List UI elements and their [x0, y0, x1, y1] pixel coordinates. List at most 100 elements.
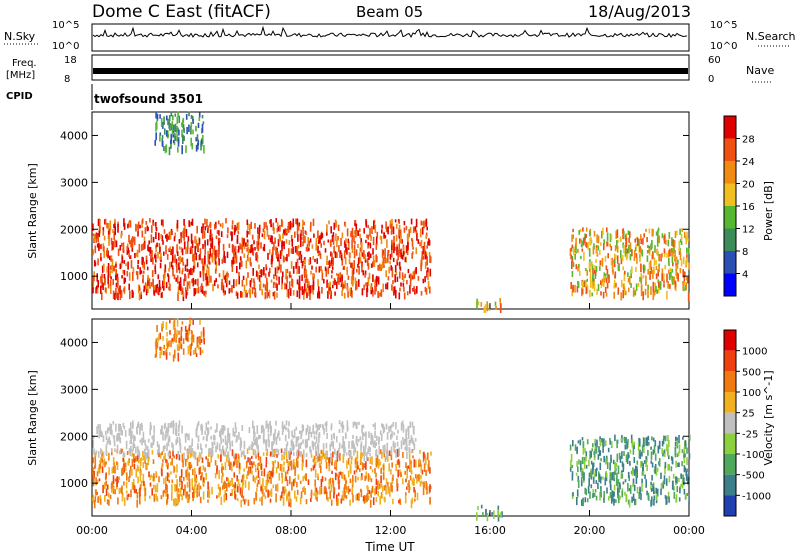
colorbar-step	[724, 161, 736, 184]
echo-cell	[376, 231, 379, 238]
echo-cell	[183, 227, 185, 233]
echo-cell	[263, 230, 266, 240]
echo-cell	[583, 280, 586, 288]
echo-cell	[405, 225, 408, 231]
echo-cell	[399, 271, 401, 279]
echo-cell	[192, 497, 194, 502]
echo-cell	[171, 338, 173, 342]
echo-cell	[194, 235, 197, 241]
echo-cell	[264, 486, 266, 490]
echo-cell	[367, 473, 370, 482]
power-colorbar-label: Power [dB]	[762, 181, 775, 241]
echo-cell	[582, 441, 585, 448]
echo-cell	[222, 243, 225, 251]
echo-cell	[132, 267, 135, 273]
echo-cell	[404, 438, 406, 445]
echo-cell	[199, 271, 202, 278]
echo-cell	[347, 489, 350, 495]
echo-cell	[605, 458, 607, 465]
echo-cell	[296, 258, 299, 267]
y-tick-label: 4000	[60, 129, 88, 142]
echo-cell	[262, 246, 265, 251]
echo-cell	[224, 481, 226, 489]
echo-cell	[600, 291, 602, 296]
echo-cell	[667, 450, 669, 457]
echo-cell	[635, 476, 638, 484]
echo-cell	[196, 423, 199, 428]
echo-cell	[195, 137, 197, 142]
echo-cell	[360, 454, 362, 463]
echo-cell	[276, 292, 278, 298]
echo-cell	[577, 266, 579, 272]
echo-cell	[114, 221, 116, 229]
echo-cell	[408, 480, 410, 488]
echo-cell	[221, 478, 223, 484]
echo-cell	[344, 432, 347, 439]
echo-cell	[286, 254, 288, 262]
echo-cell	[344, 490, 346, 498]
echo-cell	[338, 273, 341, 278]
echo-cell	[652, 251, 654, 260]
echo-cell	[395, 422, 397, 430]
echo-cell	[249, 283, 252, 288]
echo-cell	[605, 455, 608, 461]
echo-cell	[282, 229, 285, 236]
echo-cell	[262, 271, 264, 276]
echo-cell	[476, 298, 478, 303]
echo-cell	[639, 452, 642, 459]
echo-cell	[289, 461, 291, 466]
echo-cell	[220, 428, 222, 433]
echo-cell	[292, 435, 294, 439]
echo-cell	[223, 425, 225, 431]
echo-cell	[164, 350, 167, 356]
echo-cell	[683, 477, 685, 486]
echo-cell	[614, 245, 617, 252]
echo-cell	[289, 271, 291, 276]
echo-cell	[126, 270, 129, 277]
echo-cell	[380, 264, 383, 268]
echo-cell	[638, 492, 640, 499]
echo-cell	[398, 460, 401, 468]
echo-cell	[156, 496, 158, 502]
echo-cell	[611, 494, 614, 502]
echo-cell	[423, 481, 425, 488]
echo-cell	[395, 464, 397, 472]
echo-cell	[361, 252, 364, 257]
echo-cell	[259, 497, 261, 502]
echo-cell	[126, 243, 129, 249]
echo-cell	[580, 238, 582, 242]
echo-cell	[102, 227, 105, 232]
echo-cell	[123, 260, 126, 264]
echo-cell	[186, 491, 189, 500]
echo-cell	[675, 494, 678, 503]
echo-cell	[108, 499, 110, 506]
echo-cell	[590, 470, 592, 478]
echo-cell	[300, 238, 302, 247]
echo-cell	[188, 111, 190, 117]
echo-cell	[283, 461, 285, 466]
echo-cell	[321, 424, 324, 428]
echo-cell	[296, 451, 298, 457]
echo-cell	[92, 467, 94, 476]
echo-cell	[410, 218, 413, 225]
echo-cell	[655, 260, 657, 265]
echo-cell	[121, 256, 124, 264]
echo-cell	[157, 274, 160, 280]
echo-cell	[428, 251, 431, 257]
echo-cell	[404, 470, 406, 475]
echo-cell	[175, 430, 178, 437]
echo-cell	[155, 112, 157, 119]
echo-cell	[349, 452, 351, 459]
echo-cell	[638, 245, 640, 254]
echo-cell	[664, 264, 666, 270]
echo-cell	[584, 236, 586, 243]
echo-cell	[175, 453, 178, 460]
echo-cell	[126, 472, 128, 481]
echo-cell	[273, 435, 276, 444]
echo-cell	[593, 269, 596, 274]
echo-cell	[408, 484, 410, 493]
echo-cell	[347, 485, 350, 490]
echo-cell	[92, 223, 94, 231]
echo-cell	[569, 444, 572, 451]
echo-cell	[259, 280, 262, 290]
